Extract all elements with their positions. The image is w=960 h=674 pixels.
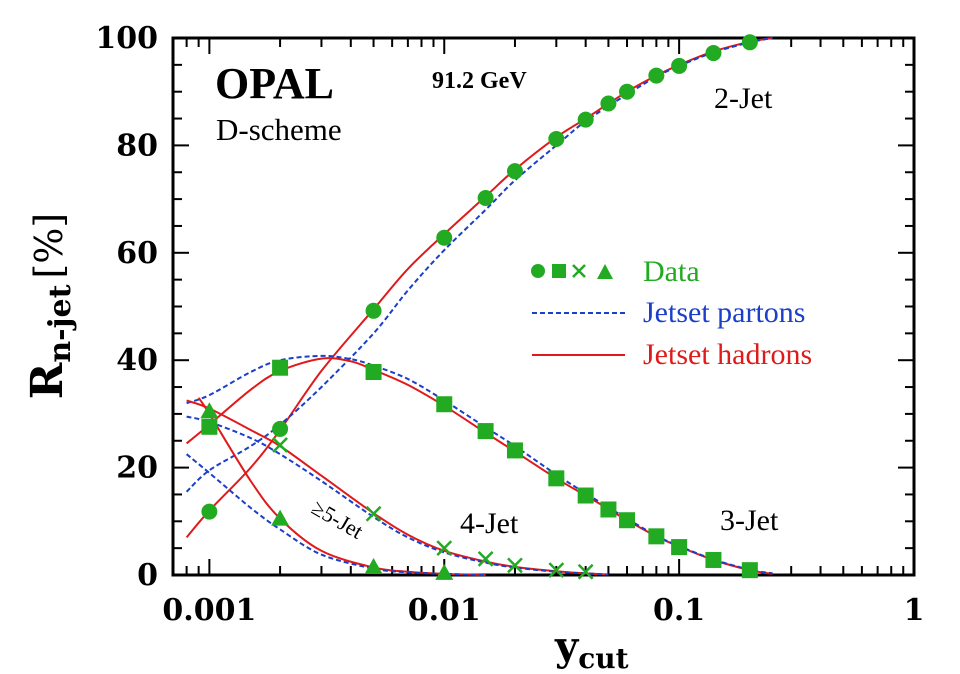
y-axis-title: Rn-jet[%] [22,213,78,399]
data-point-cross [477,551,494,567]
data-point-circle [201,503,218,520]
data-point-square [619,512,636,529]
data-point-circle [477,190,494,207]
data-point-square [648,528,665,545]
data-point-cross [577,563,594,580]
data-point-circle [436,229,453,246]
legend-marker-square [552,264,566,278]
data-point-circle [705,45,722,62]
x-tick-label: 0.01 [408,593,481,628]
y-tick-label: 40 [116,343,158,378]
legend-data-label: Data [643,255,700,288]
data-point-square [365,364,382,381]
scheme-label: D-scheme [216,112,342,147]
data-point-circle [671,57,688,74]
data-point-circle [600,95,617,112]
data-point-square [201,418,218,435]
data-point-cross [365,505,382,522]
data-point-cross [507,557,523,574]
data-point-circle [619,83,636,100]
experiment-label: OPAL [215,59,334,108]
data-markers [200,34,758,580]
data-point-cross [272,437,288,453]
tick-labels: 0.001 0.01 0.1 1 0 20 40 60 80 100 [95,21,924,628]
y-tick-label: 100 [95,21,158,56]
data-point-square [506,442,523,459]
legend-partons-label: Jetset partons [643,296,805,329]
data-point-square [741,562,758,579]
partons-curve-3-jet-partons [186,354,773,575]
data-point-circle [577,111,594,128]
y-tick-label: 20 [116,451,158,486]
y-tick-label: 80 [116,128,158,163]
legend: Data Jetset partons Jetset hadrons [531,255,812,371]
label-4-jet: 4-Jet [460,507,519,540]
data-point-cross [548,562,565,579]
x-axis-title: ycut [554,623,629,674]
data-point-square [477,423,494,440]
partons-curve--5-jet-partons [185,453,486,576]
data-point-circle [741,34,758,51]
axis-ticks [172,37,915,576]
x-tick-label: 0.001 [162,593,256,628]
data-point-square [577,487,594,504]
data-point-circle [506,163,523,180]
legend-marker-cross [572,264,586,278]
legend-hadrons-label: Jetset hadrons [643,338,812,371]
data-point-square [671,539,688,556]
data-point-circle [648,67,665,84]
data-point-square [272,359,289,376]
label-2-jet: 2-Jet [714,82,773,115]
data-point-triangle [364,557,383,574]
partons-curve-4-jet-partons [186,415,609,576]
data-point-square [705,551,722,568]
data-point-circle [365,302,382,319]
data-point-circle [272,420,289,437]
x-tick-label: 0.1 [653,593,705,628]
x-tick-label: 1 [904,593,925,628]
y-tick-label: 60 [116,236,158,271]
data-point-square [436,396,453,413]
data-point-cross [436,540,453,557]
energy-label: 91.2 GeV [432,68,527,94]
y-tick-label: 0 [137,558,158,593]
hadrons-curve-4-jet-hadrons [186,399,609,576]
data-point-circle [548,130,565,147]
data-point-square [548,470,565,487]
legend-marker-triangle [597,264,613,279]
data-point-triangle [200,402,219,419]
plot-area [171,34,916,580]
data-point-triangle [271,509,290,526]
label-3-jet: 3-Jet [720,504,779,537]
legend-marker-circle [531,264,545,278]
data-point-triangle [435,563,454,580]
data-point-square [600,501,617,518]
